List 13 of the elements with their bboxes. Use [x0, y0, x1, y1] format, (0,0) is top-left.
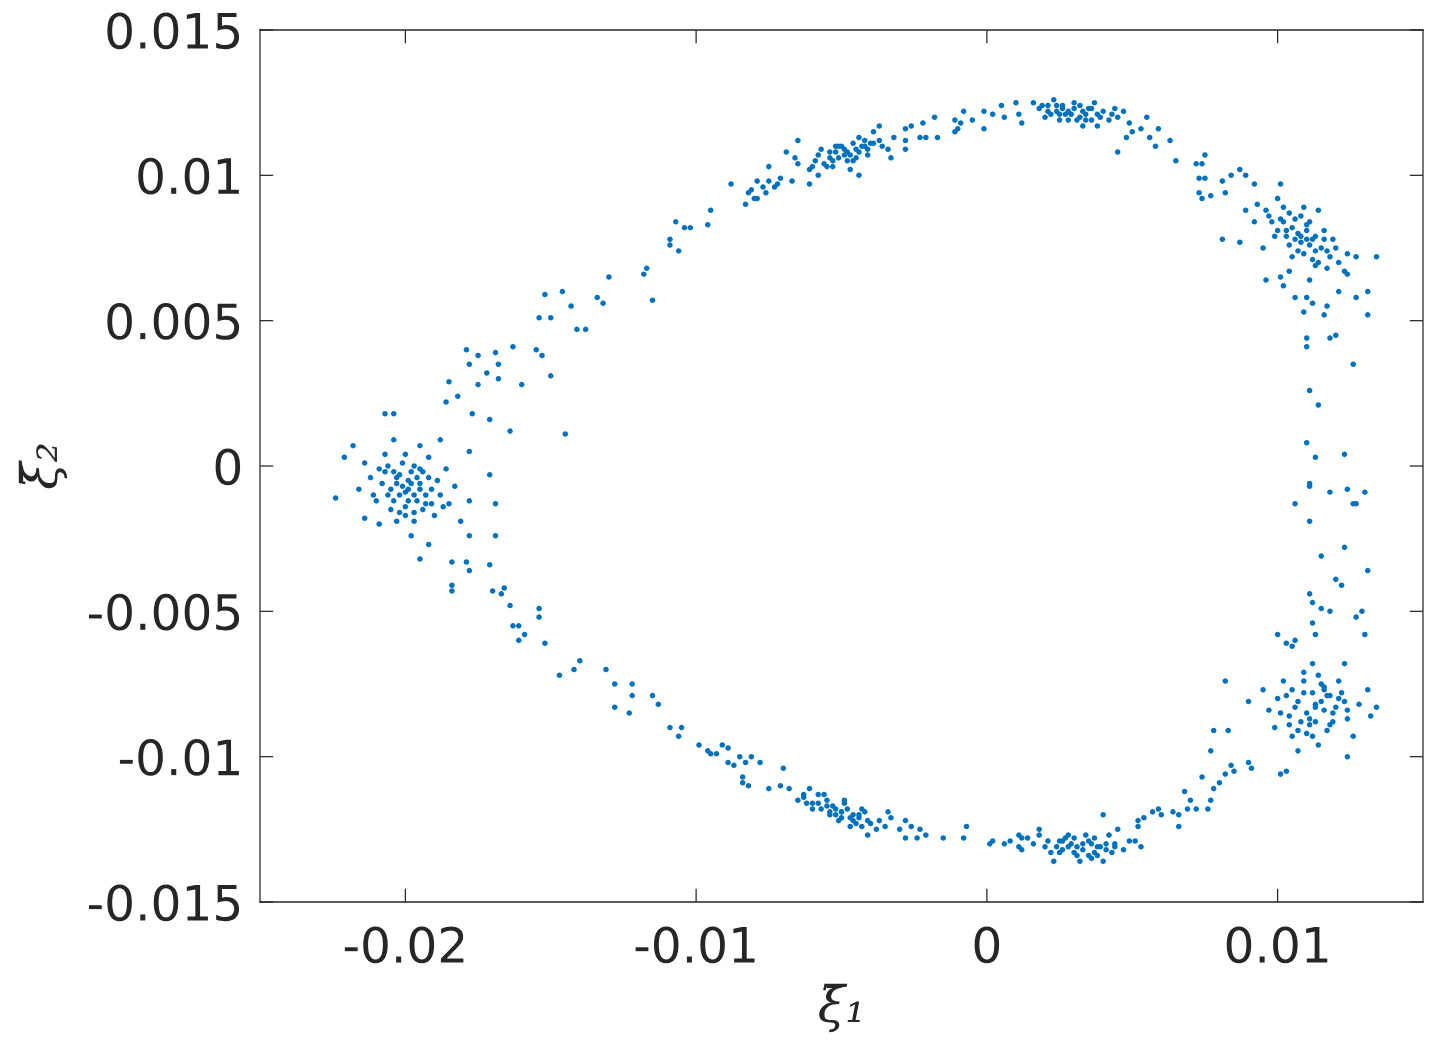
y-tick-label: -0.01 — [119, 739, 239, 776]
y-tick-label: -0.015 — [89, 884, 240, 922]
y-tick-label: 0 — [215, 448, 241, 486]
y-tick-label: 0.015 — [107, 12, 240, 50]
x-tick-label: -0.02 — [344, 926, 464, 964]
y-tick-label: 0.01 — [138, 157, 239, 195]
x-axis-title: ξ̄₁ — [819, 983, 860, 1033]
y-tick-label: -0.005 — [89, 593, 240, 631]
y-axis-title: ξ̄₂ — [18, 444, 68, 489]
x-tick-label: -0.01 — [635, 926, 755, 964]
x-tick-label: 0.01 — [1226, 926, 1328, 964]
x-tick-label: 0 — [974, 926, 1000, 964]
y-tick-label: 0.005 — [107, 303, 240, 340]
